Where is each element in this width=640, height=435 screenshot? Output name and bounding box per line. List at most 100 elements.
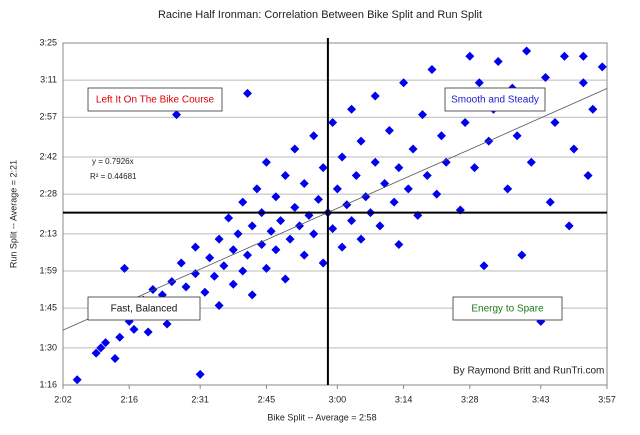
point (503, 184, 513, 194)
x-axis-title: Bike Split -- Average = 2:58 (267, 412, 376, 422)
point (195, 369, 205, 379)
point (384, 125, 394, 135)
point (588, 104, 598, 114)
point (441, 157, 451, 167)
x-tick-label: 3:14 (395, 394, 413, 404)
point (375, 221, 385, 231)
plot-frame (62, 42, 608, 386)
annotation-text: Energy to Spare (471, 304, 544, 315)
point (280, 171, 290, 181)
point (224, 213, 234, 223)
point (257, 239, 267, 249)
point (318, 258, 328, 268)
y-tick-label: 1:59 (39, 265, 57, 275)
point (261, 157, 271, 167)
annotation-text: Left It On The Bike Course (96, 95, 215, 106)
point (290, 144, 300, 154)
point (214, 300, 224, 310)
point (242, 250, 252, 260)
point (280, 274, 290, 284)
point (101, 338, 111, 348)
point (526, 157, 536, 167)
y-tick-label: 1:16 (39, 379, 57, 389)
point (299, 179, 309, 189)
point (408, 144, 418, 154)
y-tick-label: 2:13 (39, 228, 57, 238)
point (347, 216, 357, 226)
annotation-text: Smooth and Steady (451, 95, 539, 106)
credit: By Raymond Britt and RunTri.com (453, 366, 604, 377)
point (337, 242, 347, 252)
point (309, 229, 319, 239)
trend-equation: y = 0.7926x (92, 157, 134, 166)
point (233, 229, 243, 239)
point (176, 258, 186, 268)
point (181, 282, 191, 292)
annotation-box (87, 87, 223, 112)
point (238, 197, 248, 207)
y-tick-label: 2:57 (39, 112, 57, 122)
point (569, 144, 579, 154)
point (200, 287, 210, 297)
annotation-box (452, 296, 563, 321)
point (96, 343, 106, 353)
point (209, 271, 219, 281)
point (370, 157, 380, 167)
y-tick-label: 1:30 (39, 342, 57, 352)
point (328, 118, 338, 128)
x-tick-label: 2:45 (258, 394, 276, 404)
y-tick-label: 1:45 (39, 302, 57, 312)
trend-r-squared: R² = 0.44681 (90, 172, 137, 181)
annotation-box (444, 87, 546, 112)
point (403, 184, 413, 194)
point (427, 65, 437, 75)
y-axis-title: Run Split -- Average = 2:21 (8, 160, 18, 268)
point (190, 242, 200, 252)
point (422, 171, 432, 181)
point (545, 197, 555, 207)
point (583, 171, 593, 181)
point (205, 253, 215, 263)
x-tick-label: 2:16 (120, 394, 138, 404)
y-tick-label: 2:42 (39, 151, 57, 161)
point (578, 51, 588, 61)
point (550, 118, 560, 128)
point (564, 221, 574, 231)
y-tick-label: 2:28 (39, 188, 57, 198)
point (356, 136, 366, 146)
point (313, 194, 323, 204)
x-tick-label: 2:31 (191, 394, 209, 404)
credit-bg (448, 362, 598, 380)
point (238, 266, 248, 276)
point (271, 245, 281, 255)
point (394, 163, 404, 173)
point (271, 192, 281, 202)
annotation-text: Fast, Balanced (111, 304, 178, 315)
x-tick-label: 3:43 (532, 394, 550, 404)
point (290, 202, 300, 212)
point (370, 91, 380, 101)
point (474, 78, 484, 88)
point (228, 279, 238, 289)
point (219, 261, 229, 271)
point (172, 110, 182, 120)
point (436, 131, 446, 141)
point (418, 110, 428, 120)
point (465, 51, 475, 61)
point (247, 290, 257, 300)
point (318, 163, 328, 173)
point (541, 72, 551, 82)
chart-title: Racine Half Ironman: Correlation Between… (158, 9, 482, 21)
point (332, 184, 342, 194)
point (578, 78, 588, 88)
point (470, 163, 480, 173)
y-tick-label: 3:11 (40, 74, 57, 84)
x-tick-label: 3:00 (329, 394, 347, 404)
point (399, 78, 409, 88)
point (342, 200, 352, 210)
point (351, 171, 361, 181)
point (394, 239, 404, 249)
point (276, 216, 286, 226)
point (479, 261, 489, 271)
